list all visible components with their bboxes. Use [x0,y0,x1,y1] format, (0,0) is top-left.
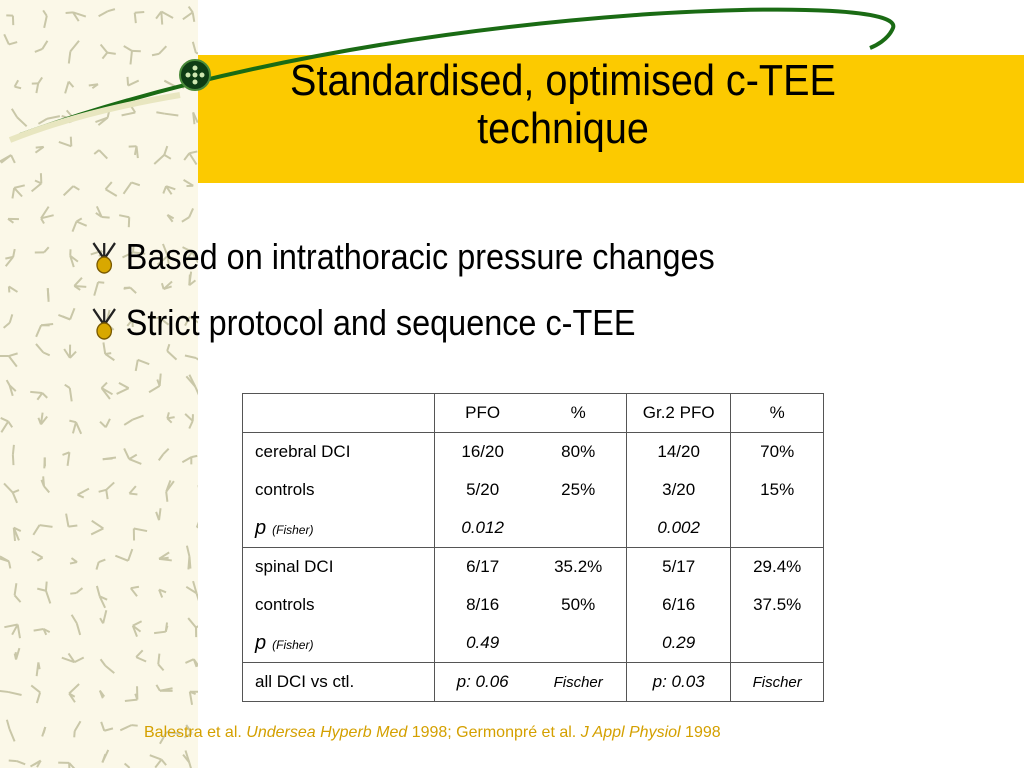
table-row: controls 8/16 50% 6/16 37.5% [243,586,824,624]
table-cell: 16/20 [433,432,531,471]
table-cell [530,624,627,663]
table-header-cell: Gr.2 PFO [625,393,731,433]
table-header-cell: % [730,393,824,433]
table-cell: 14/20 [625,432,731,471]
table-cell: Fischer [730,662,824,702]
table-cell: 6/16 [625,586,731,624]
table-header-cell: % [530,393,627,433]
table-cell: 0.002 [625,509,731,548]
table-cell-label: controls [255,595,315,614]
table-row: controls 5/20 25% 3/20 15% [243,471,824,509]
table-cell: 37.5% [730,586,824,624]
table-cell: 5/17 [625,547,731,586]
table-cell-label: p (Fisher) [242,509,435,548]
table-cell: Fischer [553,673,603,691]
table-row: p (Fisher) 0.49 0.29 [242,624,824,663]
bullet-text: Strict protocol and sequence c-TEE [125,302,636,343]
bullet-icon [92,242,116,274]
table-cell-label: controls [255,480,315,499]
table-header-cell: PFO [433,393,531,433]
results-table-grid: PFO % Gr.2 PFO % cerebral DCI 16/20 80% … [242,393,824,702]
table-cell: 80% [561,442,596,461]
table-cell: 6/17 [433,547,531,586]
citation-journal: Undersea Hyperb Med [246,724,408,741]
table-cell [730,624,824,663]
table-cell [730,509,824,548]
table-cell: 15% [730,471,824,509]
title-globe-icon [179,59,211,91]
table-row: all DCI vs ctl. p: 0.06 Fischer p: 0.03 … [243,662,824,702]
table-cell: 70% [730,432,824,471]
table-cell: 5/20 [433,471,531,509]
table-cell-label: spinal DCI [255,557,334,576]
table-row: cerebral DCI 16/20 80% 14/20 70% [243,432,824,471]
table-cell: 0.49 [433,624,531,663]
table-cell-label: all DCI vs ctl. [255,672,355,691]
table-header-row: PFO % Gr.2 PFO % [242,393,824,433]
table-cell: 0.29 [625,624,731,663]
table-cell: 25% [561,480,596,499]
slide-title-line2: technique [477,104,649,153]
table-cell-label: cerebral DCI [255,442,351,461]
table-cell [530,509,627,548]
table-row: p (Fisher) 0.012 0.002 [242,509,824,548]
fisher-note: (Fisher) [272,637,314,652]
table-cell-label: p (Fisher) [242,624,435,663]
slide-title-line1: Standardised, optimised c-TEE [290,56,836,105]
results-table: PFO % Gr.2 PFO % cerebral DCI 16/20 80% … [242,393,824,702]
citation-text: Balestra et al. [144,724,247,741]
p-symbol: p [255,516,267,539]
fisher-note: (Fisher) [272,522,314,537]
citation-journal: J Appl Physiol [580,724,681,741]
citation-text: 1998; Germonpré et al. [407,724,581,741]
table-row: spinal DCI 6/17 35.2% 5/17 29.4% [243,547,824,586]
table-header-cell [242,393,435,433]
table-cell: p: 0.06 [433,662,531,702]
table-cell: 0.012 [433,509,531,548]
p-symbol: p [255,631,267,654]
bullet-item: Based on intrathoracic pressure changes [88,236,715,278]
bullet-icon [92,308,116,340]
citation-footer: Balestra et al. Undersea Hyperb Med 1998… [144,724,721,742]
table-cell: 50% [561,595,596,614]
slide-title: Standardised, optimised c-TEE technique [235,57,892,153]
bullet-item: Strict protocol and sequence c-TEE [88,302,635,344]
table-cell: 3/20 [625,471,731,509]
table-cell: 8/16 [433,586,531,624]
citation-text: 1998 [680,724,721,741]
decorative-pattern-strip [0,0,198,768]
table-cell: p: 0.03 [625,662,731,702]
table-cell: 29.4% [730,547,824,586]
table-cell: 35.2% [554,557,603,576]
bullet-text: Based on intrathoracic pressure changes [125,236,715,277]
